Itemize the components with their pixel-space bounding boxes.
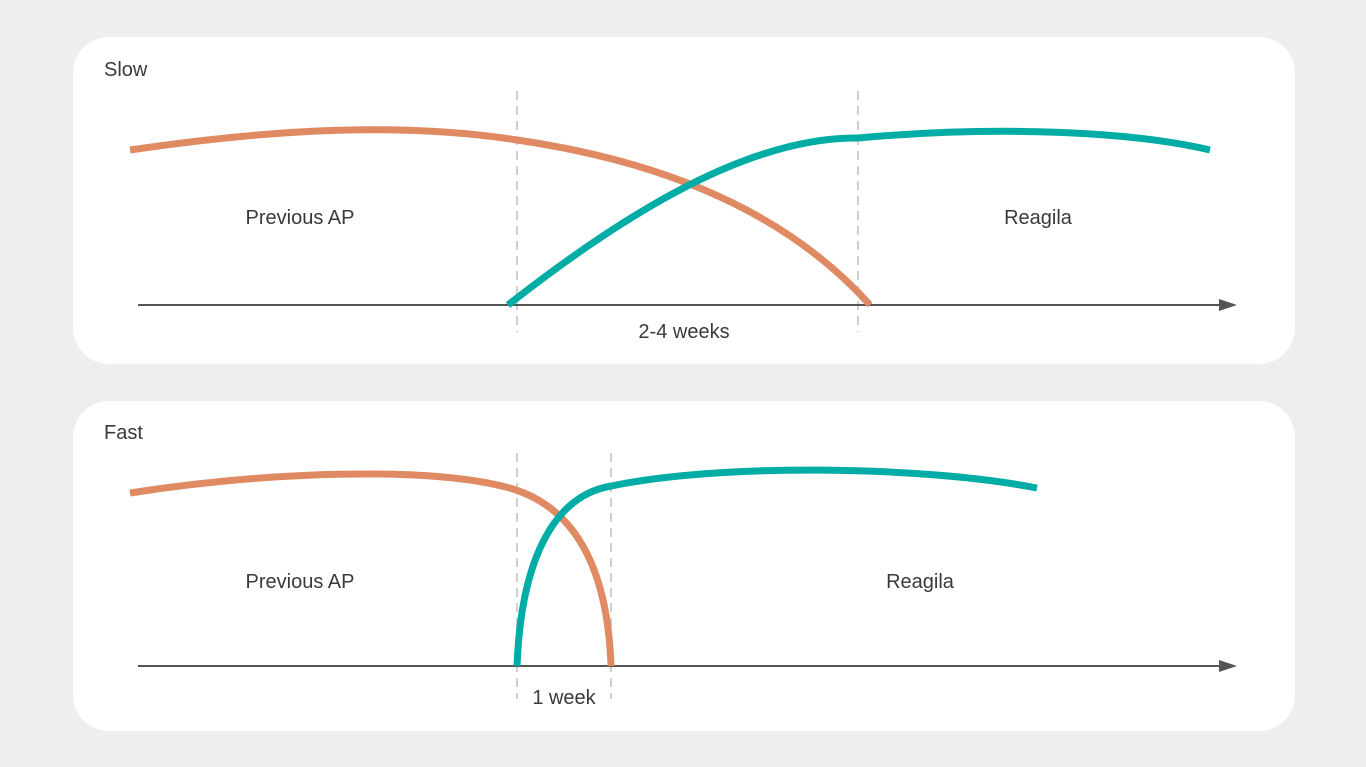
slow-panel: Slow Previous AP Reagila 2-4 weeks [73,37,1295,364]
slow-previous-ap-curve [129,126,873,308]
fast-previous-ap-curve [129,470,615,667]
slow-previous-ap-label: Previous AP [246,207,355,229]
fast-previous-ap-label: Previous AP [246,571,355,593]
slow-axis-arrowhead [1219,299,1237,311]
fast-reagila-label: Reagila [886,571,955,593]
fast-panel: Fast Previous AP Reagila 1 week [73,401,1295,731]
fast-reagila-curve [513,466,1038,667]
fast-axis-arrowhead [1219,660,1237,672]
slow-duration-label: 2-4 weeks [638,321,729,343]
fast-panel-title: Fast [104,422,143,444]
fast-duration-label: 1 week [532,687,596,709]
slow-reagila-label: Reagila [1004,207,1073,229]
fast-graph: Previous AP Reagila 1 week [129,453,1237,709]
slow-reagila-curve [505,127,1211,308]
slow-graph: Previous AP Reagila 2-4 weeks [129,91,1237,343]
slow-panel-title: Slow [104,59,148,81]
